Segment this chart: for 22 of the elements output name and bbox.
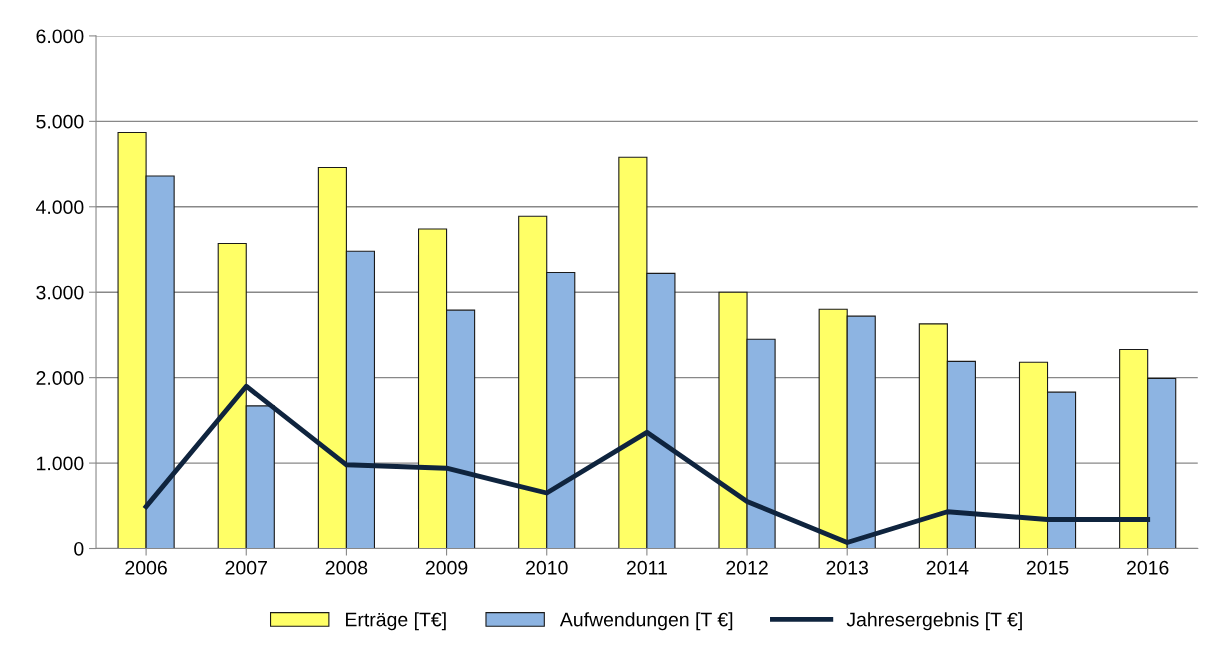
y-tick-label: 6.000 [36, 29, 84, 44]
x-tick-label: 2011 [626, 560, 667, 575]
x-tick-label: 2008 [325, 560, 368, 575]
x-tick-label: 2015 [1026, 560, 1069, 575]
legend-label: Jahresergebnis [T €] [846, 612, 1022, 631]
x-tick-label: 2009 [425, 560, 468, 575]
legend-label: Erträge [T€] [346, 612, 446, 631]
x-tick-label: 2012 [726, 560, 768, 575]
x-tick-label: 2007 [225, 560, 267, 575]
y-tick-label: 4.000 [36, 200, 84, 215]
y-tick-label: 1.000 [37, 456, 84, 471]
y-tick-label: 5.000 [36, 114, 84, 129]
x-tick-label: 2013 [826, 560, 868, 575]
legend-label: Aufwendungen [T €] [559, 612, 733, 631]
y-tick-label: 2.000 [36, 371, 84, 385]
y-tick-label: 0 [74, 541, 84, 556]
x-tick-label: 2010 [526, 560, 568, 575]
x-tick-label: 2006 [125, 560, 167, 575]
line-series [143, 383, 1151, 545]
x-tick-label: 2016 [1127, 560, 1169, 575]
x-tick-label: 2014 [926, 560, 969, 575]
y-tick-label: 3.000 [36, 285, 84, 300]
